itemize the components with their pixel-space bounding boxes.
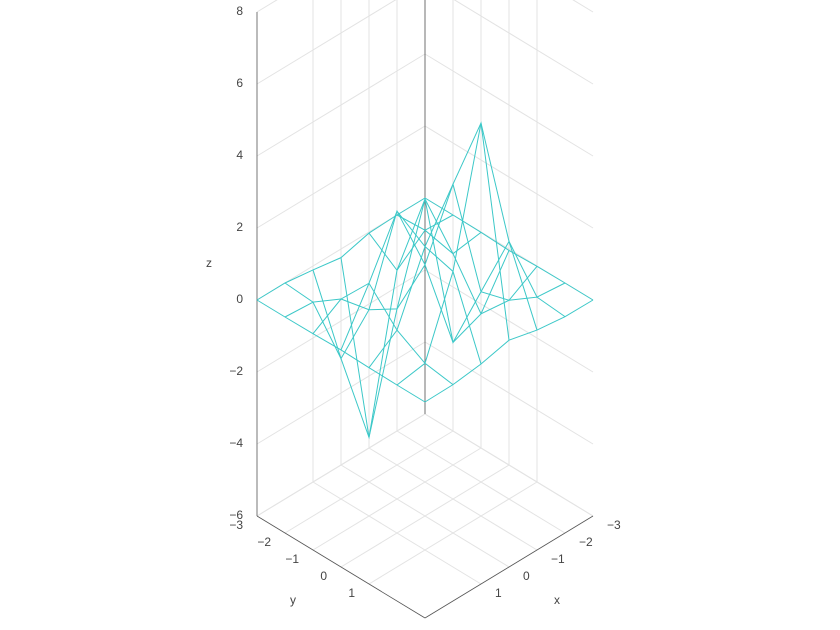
y-tick-label: −3 xyxy=(229,518,243,532)
grid-line xyxy=(368,481,538,585)
y-tick-label: 1 xyxy=(348,586,355,600)
surface-line xyxy=(312,210,482,365)
surface-line xyxy=(284,282,454,386)
surface-line xyxy=(256,299,426,403)
x-tick-label: −1 xyxy=(551,552,565,566)
x-axis-title: x xyxy=(554,593,560,607)
grid-line xyxy=(340,464,510,568)
surface xyxy=(256,121,594,440)
x-tick-label: 1 xyxy=(495,586,502,600)
z-tick-label: −2 xyxy=(229,364,243,378)
z-tick-label: 0 xyxy=(236,292,243,306)
x-tick-label: −2 xyxy=(579,535,593,549)
x-tick-label: 0 xyxy=(523,569,530,583)
z-tick-label: 8 xyxy=(236,4,243,18)
x-axis-line xyxy=(424,515,594,619)
z-tick-label: −6 xyxy=(229,508,243,522)
surface-line xyxy=(396,214,566,318)
grid-line xyxy=(284,430,454,534)
x-tick-label: −3 xyxy=(607,518,621,532)
z-tick-label: 2 xyxy=(236,220,243,234)
surface-line xyxy=(340,121,510,438)
z-axis-title: z xyxy=(206,256,212,270)
z-tick-label: 6 xyxy=(236,76,243,90)
grid-line xyxy=(256,413,426,517)
grid-line xyxy=(312,447,482,551)
z-tick-label: −4 xyxy=(229,436,243,450)
surface-line xyxy=(424,197,594,301)
z-tick-label: 4 xyxy=(236,148,243,162)
y-tick-label: 0 xyxy=(320,569,327,583)
y-tick-label: −2 xyxy=(257,535,271,549)
y-axis-title: y xyxy=(290,593,296,607)
y-axis-line xyxy=(256,515,426,619)
surface-line xyxy=(368,197,538,344)
y-tick-label: −1 xyxy=(285,552,299,566)
